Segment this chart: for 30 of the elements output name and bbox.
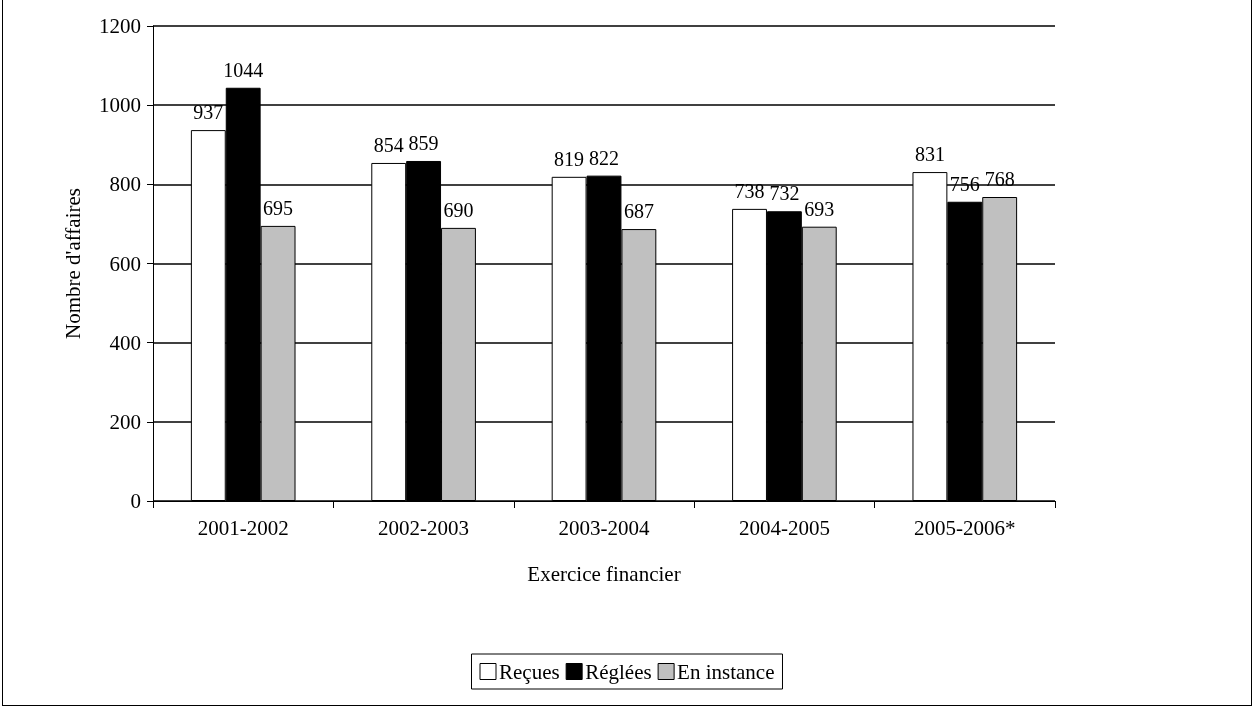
x-tick-label: 2004-2005 [738, 515, 830, 540]
data-label: 937 [193, 101, 224, 124]
data-label: 1044 [223, 58, 264, 81]
data-label: 819 [554, 147, 585, 170]
data-label: 690 [443, 198, 474, 221]
y-tick-label: 200 [109, 409, 141, 434]
x-axis-title: Exercice financier [527, 561, 681, 586]
x-tick-label: 2003-2004 [558, 515, 650, 540]
data-label: 693 [804, 197, 835, 220]
x-tick-label: 2001-2002 [197, 515, 289, 540]
y-tick-label: 1000 [99, 93, 141, 118]
y-axis-title: Nombre d'affaires [60, 188, 85, 339]
legend-label: Réglées [585, 659, 652, 684]
x-tick-label: 2005-2006* [914, 515, 1016, 540]
data-label: 695 [263, 196, 294, 219]
x-tick-label: 2002-2003 [378, 515, 470, 540]
data-label: 687 [623, 200, 654, 223]
y-tick-label: 400 [109, 330, 141, 355]
y-tick-label: 0 [130, 489, 141, 513]
data-label: 854 [373, 133, 404, 156]
y-tick-label: 800 [109, 172, 141, 197]
legend-label: En instance [677, 659, 775, 684]
y-tick-label: 1200 [99, 14, 141, 38]
legend-label: Reçues [499, 659, 560, 684]
data-label: 831 [914, 143, 945, 166]
data-label: 859 [408, 131, 439, 154]
data-label: 732 [769, 182, 800, 205]
data-label: 822 [589, 146, 619, 169]
y-tick-label: 600 [109, 251, 141, 276]
data-label: 738 [734, 179, 765, 202]
